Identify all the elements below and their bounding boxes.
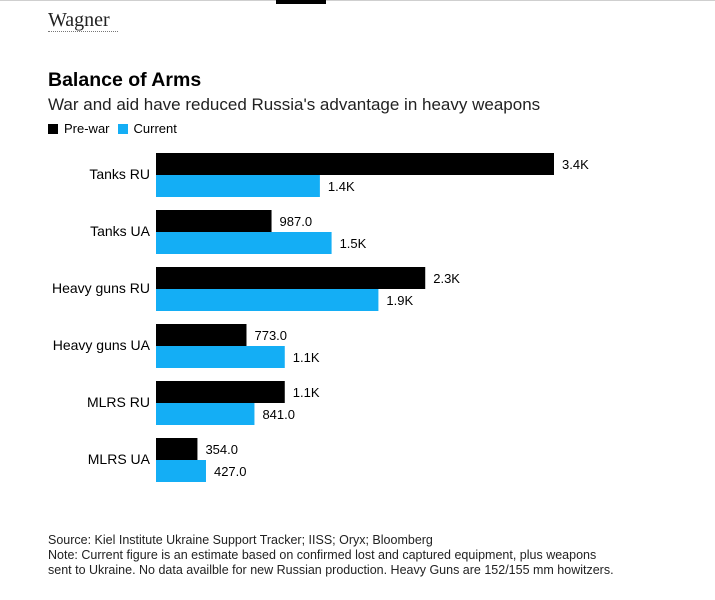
data-label-current-mlrs-ru: 841.0 bbox=[262, 407, 295, 422]
section-label[interactable]: Wagner bbox=[48, 9, 110, 31]
bar-chart: Tanks RU 3.4K 1.4K Tanks UA 987.0 1.5K Heavy g… bbox=[52, 153, 589, 482]
data-label-current-mlrs-ua: 427.0 bbox=[214, 464, 247, 479]
bar-current-heavy-guns-ua bbox=[156, 346, 285, 368]
data-label-pre-war-heavy-guns-ru: 2.3K bbox=[433, 271, 460, 286]
bar-pre-war-heavy-guns-ru bbox=[156, 267, 426, 289]
page-top-divider bbox=[0, 0, 715, 1]
bar-pre-war-tanks-ru bbox=[156, 153, 554, 175]
bar-pre-war-tanks-ua bbox=[156, 210, 272, 232]
page-top-indicator bbox=[276, 0, 326, 4]
legend-swatch-prewar bbox=[48, 124, 58, 134]
legend-item-current: Current bbox=[117, 121, 177, 137]
category-label-tanks-ru: Tanks RU bbox=[89, 166, 150, 182]
data-label-current-heavy-guns-ru: 1.9K bbox=[386, 293, 413, 308]
chart-legend: Pre-war Current bbox=[48, 121, 185, 137]
data-label-pre-war-mlrs-ua: 354.0 bbox=[205, 442, 238, 457]
bar-current-mlrs-ua bbox=[156, 460, 206, 482]
bar-current-tanks-ru bbox=[156, 175, 320, 197]
category-label-tanks-ua: Tanks UA bbox=[90, 223, 151, 239]
chart-subtitle: War and aid have reduced Russia's advant… bbox=[48, 95, 541, 114]
bar-pre-war-mlrs-ua bbox=[156, 438, 198, 460]
legend-swatch-current bbox=[117, 124, 128, 134]
methodology-note-line1: Note: Current figure is an estimate base… bbox=[48, 548, 597, 562]
data-label-pre-war-tanks-ru: 3.4K bbox=[562, 157, 589, 172]
data-label-pre-war-mlrs-ru: 1.1K bbox=[293, 385, 320, 400]
methodology-note-line2: sent to Ukraine. No data availble for ne… bbox=[48, 563, 614, 577]
source-note: Source: Kiel Institute Ukraine Support T… bbox=[48, 533, 433, 547]
chart-footer: Source: Kiel Institute Ukraine Support T… bbox=[48, 533, 698, 578]
bar-pre-war-heavy-guns-ua bbox=[156, 324, 247, 346]
bar-current-tanks-ua bbox=[156, 232, 332, 254]
chart-title: Balance of Arms bbox=[48, 69, 202, 91]
data-label-pre-war-tanks-ua: 987.0 bbox=[280, 214, 313, 229]
data-label-current-heavy-guns-ua: 1.1K bbox=[293, 350, 320, 365]
legend-item-prewar: Pre-war bbox=[48, 121, 110, 137]
category-label-heavy-guns-ua: Heavy guns UA bbox=[53, 337, 151, 353]
legend-label-current: Current bbox=[133, 121, 177, 136]
bar-current-mlrs-ru bbox=[156, 403, 255, 425]
category-label-mlrs-ua: MLRS UA bbox=[88, 451, 151, 467]
data-label-current-tanks-ru: 1.4K bbox=[328, 179, 355, 194]
bar-current-heavy-guns-ru bbox=[156, 289, 379, 311]
section-label-underline bbox=[48, 31, 118, 32]
bar-pre-war-mlrs-ru bbox=[156, 381, 285, 403]
legend-label-prewar: Pre-war bbox=[64, 121, 110, 136]
category-label-heavy-guns-ru: Heavy guns RU bbox=[52, 280, 150, 296]
data-label-pre-war-heavy-guns-ua: 773.0 bbox=[254, 328, 287, 343]
category-label-mlrs-ru: MLRS RU bbox=[87, 394, 150, 410]
data-label-current-tanks-ua: 1.5K bbox=[340, 236, 367, 251]
